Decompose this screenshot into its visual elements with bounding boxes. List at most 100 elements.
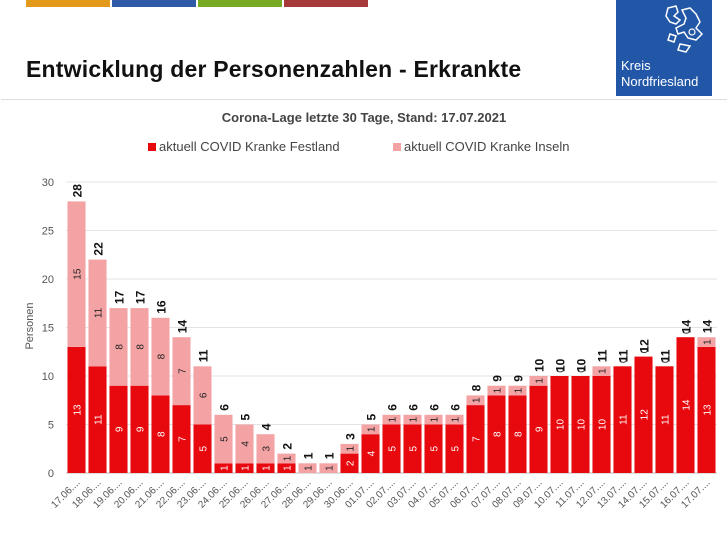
bar-inseln	[508, 385, 527, 396]
chart-title: Corona-Lage letzte 30 Tage, Stand: 17.07…	[222, 110, 506, 125]
data-label-inseln: 1	[493, 387, 504, 393]
plot-area: 05101520253013152817.06....11112218.06..…	[42, 177, 717, 511]
data-label-total: 10	[533, 358, 547, 372]
bar-festland	[445, 424, 464, 473]
data-label-total: 6	[428, 404, 442, 411]
data-label-festland: 9	[115, 426, 126, 432]
legend-label-inseln: aktuell COVID Kranke Inseln	[404, 139, 569, 154]
data-label-total: 6	[386, 404, 400, 411]
bar-festland	[529, 385, 548, 473]
bar-inseln	[130, 308, 149, 386]
bar-inseln	[172, 337, 191, 406]
legend-swatch-festland	[148, 143, 156, 151]
bar-festland	[214, 463, 233, 473]
bar-festland	[592, 376, 611, 473]
bar-festland	[151, 395, 170, 473]
data-label-inseln: 0	[682, 328, 693, 334]
bar-festland	[613, 366, 632, 473]
y-tick-label: 25	[42, 226, 54, 238]
bar-inseln	[256, 434, 275, 464]
bar-festland	[403, 424, 422, 473]
bar-inseln	[67, 201, 86, 347]
data-label-festland: 10	[556, 419, 567, 431]
data-label-inseln: 11	[94, 307, 105, 318]
bar-festland	[88, 366, 107, 473]
data-label-total: 17	[134, 290, 148, 304]
data-label-total: 11	[197, 349, 211, 362]
y-tick-label: 10	[42, 371, 54, 383]
data-label-total: 11	[617, 349, 631, 362]
bar-inseln	[529, 376, 548, 386]
data-label-total: 17	[113, 290, 127, 304]
bar-festland	[424, 424, 443, 473]
data-label-inseln: 8	[115, 344, 126, 350]
data-label-total: 11	[659, 349, 673, 362]
data-label-festland: 8	[514, 431, 525, 437]
data-label-inseln: 1	[346, 446, 357, 452]
header-color-bar	[26, 0, 110, 7]
data-label-festland: 11	[661, 414, 672, 425]
header-color-bar	[198, 0, 282, 7]
data-label-inseln: 1	[451, 416, 462, 422]
data-label-inseln: 7	[178, 368, 189, 374]
bar-festland	[67, 346, 86, 473]
bar-festland	[697, 346, 716, 473]
data-label-inseln: 1	[325, 465, 336, 471]
data-label-inseln: 1	[283, 455, 294, 461]
y-tick-label: 15	[42, 323, 54, 335]
data-label-inseln: 1	[472, 397, 483, 403]
data-label-total: 5	[365, 414, 379, 421]
y-tick-label: 30	[42, 177, 54, 189]
data-label-inseln: 1	[703, 339, 714, 345]
data-label-festland: 5	[199, 446, 210, 452]
logo-text-kreis: Kreis	[621, 58, 651, 73]
data-label-total: 8	[470, 384, 484, 391]
bar-inseln	[340, 443, 359, 454]
data-label-festland: 10	[577, 419, 588, 431]
data-label-total: 14	[176, 320, 190, 334]
bar-festland	[466, 405, 485, 473]
data-label-festland: 9	[136, 426, 147, 432]
data-label-inseln: 1	[367, 426, 378, 432]
data-label-festland: 1	[241, 465, 252, 471]
bar-inseln	[298, 463, 317, 473]
data-label-inseln: 0	[619, 357, 630, 363]
data-label-inseln: 4	[241, 441, 252, 447]
bar-festland	[340, 453, 359, 473]
data-label-inseln: 0	[640, 347, 651, 353]
bar-festland	[550, 376, 569, 473]
data-label-total: 12	[638, 339, 652, 353]
bar-festland	[571, 376, 590, 473]
data-label-total: 1	[302, 452, 316, 459]
bar-inseln	[424, 414, 443, 425]
header-color-bar	[112, 0, 196, 7]
bar-festland	[256, 463, 275, 473]
data-label-total: 22	[92, 242, 106, 256]
data-label-total: 6	[218, 404, 232, 411]
bar-festland	[235, 463, 254, 473]
data-label-total: 14	[701, 320, 715, 334]
data-label-festland: 12	[640, 409, 651, 421]
bar-inseln	[592, 366, 611, 376]
bar-festland	[193, 424, 212, 473]
bar-inseln	[697, 337, 716, 347]
bar-inseln	[445, 414, 464, 425]
y-tick-label: 20	[42, 274, 54, 286]
data-label-inseln: 15	[73, 268, 84, 280]
data-label-total: 2	[281, 443, 295, 450]
data-label-festland: 14	[682, 399, 693, 411]
bar-festland	[382, 424, 401, 473]
y-axis-label: Personen	[24, 302, 36, 349]
data-label-inseln: 1	[535, 378, 546, 384]
bar-inseln	[88, 259, 107, 367]
bar-festland	[676, 337, 695, 473]
data-label-total: 3	[344, 433, 358, 440]
bar-festland	[655, 366, 674, 473]
bar-festland	[634, 356, 653, 473]
data-label-total: 5	[239, 414, 253, 421]
data-label-total: 6	[407, 404, 421, 411]
bar-inseln	[487, 385, 506, 396]
legend-swatch-inseln	[393, 143, 401, 151]
data-label-inseln: 8	[157, 353, 168, 359]
data-label-inseln: 1	[388, 416, 399, 422]
